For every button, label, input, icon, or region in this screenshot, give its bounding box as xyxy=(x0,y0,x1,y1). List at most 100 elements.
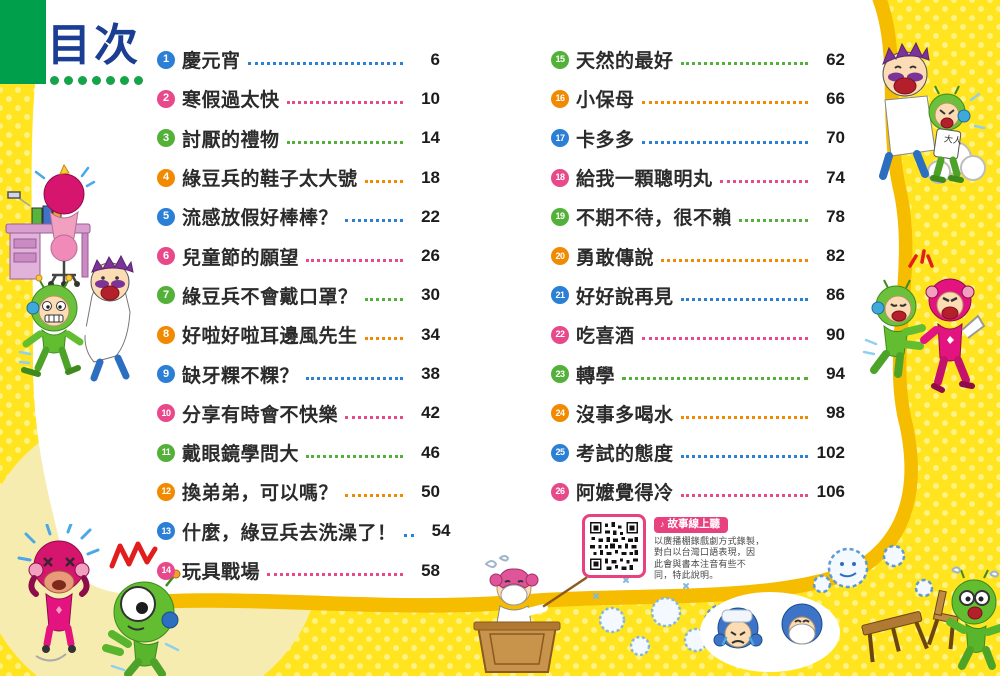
entry-page-number: 34 xyxy=(421,324,440,344)
dotted-leader xyxy=(641,101,808,105)
dotted-leader xyxy=(739,219,808,223)
alert-zigzag xyxy=(109,541,158,569)
dotted-leader xyxy=(345,494,403,498)
entry-number-badge: 10 xyxy=(157,404,175,423)
entry-title: 好好說再見 xyxy=(576,286,674,308)
dotted-leader xyxy=(345,219,403,223)
toc-entry: 13 什麼，綠豆兵去洗澡了！ 54 xyxy=(157,512,451,551)
dotted-leader xyxy=(680,455,808,459)
entry-title: 分享有時會不快樂 xyxy=(182,404,339,426)
entry-number-badge: 5 xyxy=(157,207,175,226)
audio-note-text: 以廣播棚錄戲劇方式錄製， 對白以台灣口語表現，因 此會與書本注音有些不 同，特此… xyxy=(654,535,765,581)
entry-page-number: 98 xyxy=(826,403,845,423)
toc-column-right: 15 天然的最好 62 16 小保母 66 17 卡多多 70 18 給我一顆聰… xyxy=(551,40,845,512)
toc-entry: 5 流感放假好棒棒？ 22 xyxy=(157,197,440,236)
dotted-leader xyxy=(306,376,403,380)
crying-and-running-characters-illustration xyxy=(17,524,181,676)
entry-page-number: 74 xyxy=(826,167,845,187)
qr-code xyxy=(582,514,646,578)
dotted-leader xyxy=(641,337,808,341)
speaker-icon: ♪ xyxy=(660,519,665,529)
doctor-and-alien-illustration xyxy=(18,254,134,382)
dotted-leader xyxy=(267,573,403,576)
entry-page-number: 90 xyxy=(826,324,845,344)
entry-title: 討厭的禮物 xyxy=(182,129,280,151)
entry-title: 兒童節的願望 xyxy=(182,247,300,269)
entry-title: 流感放假好棒棒？ xyxy=(182,208,339,230)
entry-page-number: 14 xyxy=(421,128,440,148)
dotted-leader xyxy=(641,140,808,144)
entry-title: 玩具戰場 xyxy=(182,562,261,583)
entry-page-number: 30 xyxy=(421,285,440,305)
title-underline-dots xyxy=(50,76,143,85)
entry-page-number: 82 xyxy=(826,246,845,266)
entry-number-badge: 9 xyxy=(157,365,175,384)
toc-entry: 3 討厭的禮物 14 xyxy=(157,119,440,158)
entry-title: 好啦好啦耳邊風先生 xyxy=(182,326,358,348)
entry-title: 綠豆兵不會戴口罩？ xyxy=(182,286,358,308)
audio-note-block: ♪ 故事線上聽 以廣播棚錄戲劇方式錄製， 對白以台灣口語表現，因 此會與書本注音… xyxy=(582,514,782,582)
entry-number-badge: 18 xyxy=(551,168,569,187)
toc-entry: 1 慶元宵 6 xyxy=(157,40,440,79)
entry-page-number: 86 xyxy=(826,285,845,305)
entry-number-badge: 16 xyxy=(551,89,569,108)
entry-title: 勇敢傳說 xyxy=(576,247,655,269)
entry-number-badge: 3 xyxy=(157,129,175,148)
entry-number-badge: 25 xyxy=(551,443,569,462)
toc-entry: 4 綠豆兵的鞋子太大號 18 xyxy=(157,158,440,197)
dotted-leader xyxy=(680,62,808,66)
dotted-leader xyxy=(622,376,808,380)
entry-page-number: 58 xyxy=(421,560,440,580)
toc-entry: 16 小保母 66 xyxy=(551,79,845,118)
toc-entry: 11 戴眼鏡學問大 46 xyxy=(157,433,440,472)
entry-number-badge: 2 xyxy=(157,89,175,108)
toc-entry: 14 玩具戰場 58 xyxy=(157,551,440,590)
bib-text-top: 大人 xyxy=(943,133,962,146)
dotted-leader xyxy=(286,101,403,105)
entry-page-number: 62 xyxy=(826,49,845,69)
dotted-leader xyxy=(306,455,403,459)
carrying-character-illustration: 大人 xyxy=(879,41,986,184)
entry-number-badge: 22 xyxy=(551,325,569,344)
dotted-leader xyxy=(247,62,403,66)
qr-code-pattern xyxy=(590,522,638,570)
entry-title: 阿嬤覺得冷 xyxy=(576,483,674,505)
entry-number-badge: 15 xyxy=(551,50,569,69)
entry-page-number: 26 xyxy=(421,246,440,266)
toc-entry: 19 不期不待，很不賴 78 xyxy=(551,197,845,236)
entry-page-number: 78 xyxy=(826,206,845,226)
entry-title: 缺牙粿不粿？ xyxy=(182,365,300,387)
entry-number-badge: 26 xyxy=(551,482,569,501)
entry-title: 卡多多 xyxy=(576,129,635,151)
toc-entry: 2 寒假過太快 10 xyxy=(157,79,440,118)
white-content-panel xyxy=(31,0,905,599)
toc-entry: 12 換弟弟，可以嗎？ 50 xyxy=(157,472,440,511)
entry-page-number: 66 xyxy=(826,88,845,108)
entry-number-badge: 24 xyxy=(551,404,569,423)
entry-page-number: 22 xyxy=(421,206,440,226)
toc-entry: 10 分享有時會不快樂 42 xyxy=(157,394,440,433)
entry-title: 給我一顆聰明丸 xyxy=(576,169,713,191)
entry-number-badge: 12 xyxy=(157,482,175,501)
entry-number-badge: 8 xyxy=(157,325,175,344)
entry-title: 小保母 xyxy=(576,90,635,112)
entry-number-badge: 23 xyxy=(551,365,569,384)
entry-title: 沒事多喝水 xyxy=(576,404,674,426)
dotted-leader xyxy=(364,297,403,301)
entry-title: 慶元宵 xyxy=(182,51,241,73)
entry-page-number: 18 xyxy=(421,167,440,187)
entry-title: 不期不待，很不賴 xyxy=(576,208,733,230)
audio-note-label: 故事線上聽 xyxy=(667,518,721,531)
entry-page-number: 70 xyxy=(826,128,845,148)
entry-title: 戴眼鏡學問大 xyxy=(182,444,300,466)
entry-page-number: 50 xyxy=(421,481,440,501)
dotted-leader xyxy=(286,140,403,144)
dotted-leader xyxy=(680,415,808,419)
entry-page-number: 46 xyxy=(421,442,440,462)
dotted-leader xyxy=(364,337,403,341)
entry-page-number: 10 xyxy=(421,88,440,108)
toc-entry: 18 給我一顆聰明丸 74 xyxy=(551,158,845,197)
toc-entry: 24 沒事多喝水 98 xyxy=(551,394,845,433)
